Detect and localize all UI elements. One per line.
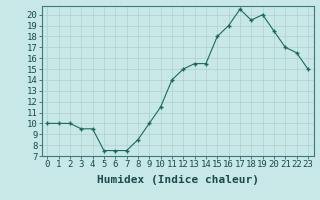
X-axis label: Humidex (Indice chaleur): Humidex (Indice chaleur) bbox=[97, 175, 259, 185]
